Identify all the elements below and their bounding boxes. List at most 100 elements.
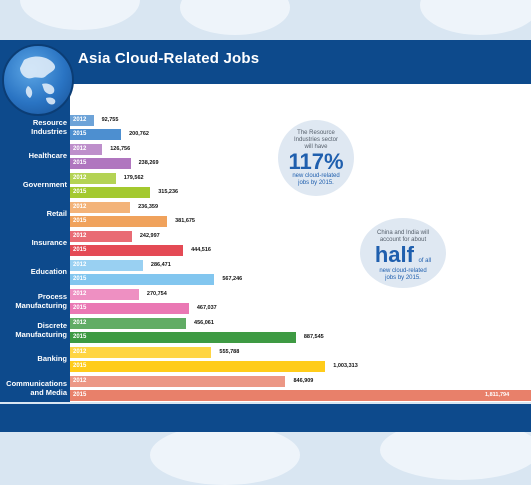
bar-year-label: 2015 <box>73 276 87 282</box>
category-label-line: Resource <box>32 118 67 127</box>
bar-year-label: 2015 <box>73 131 87 137</box>
bar-value-label: 286,471 <box>150 262 171 268</box>
globe-icon <box>2 44 74 116</box>
bar-2012: 2012 <box>70 202 131 213</box>
annotation-text: jobs by 2015. <box>298 180 334 186</box>
bar-value-label: 126,756 <box>110 146 131 152</box>
bar-year-label: 2015 <box>73 363 87 369</box>
background-cloud <box>150 425 300 485</box>
category-label: Government <box>0 181 67 190</box>
bar-year-label: 2012 <box>73 117 87 123</box>
bar-2015: 2015 <box>70 390 531 401</box>
category-label: Communications and Media <box>0 379 67 397</box>
annotation-highlight: 117% <box>288 149 344 174</box>
category-label: Discrete Manufacturing <box>0 321 67 339</box>
annotation-bubble-china-india: China and India will account for about h… <box>360 218 446 288</box>
bar-value-label: 381,675 <box>175 218 195 224</box>
category-label-line: Retail <box>46 209 67 219</box>
bar-2012: 2012 <box>70 115 94 126</box>
category-label: Process Manufacturing <box>0 292 67 310</box>
bar-2015: 2015 <box>70 187 151 198</box>
category-label: Insurance <box>0 239 67 248</box>
category-label: Education <box>0 268 67 277</box>
bar-value-label: 846,909 <box>293 378 314 384</box>
annotation-text: new cloud-related <box>379 268 427 274</box>
bar-2012: 2012 <box>70 144 103 155</box>
bar-value-label: 315,236 <box>158 189 179 195</box>
bar-year-label: 2015 <box>73 392 87 398</box>
bar-2015: 2015 <box>70 303 189 314</box>
bar-year-label: 2015 <box>73 305 87 311</box>
bar-value-label: 200,762 <box>129 131 149 137</box>
background-cloud <box>180 0 290 35</box>
bar-2012: 2012 <box>70 231 132 242</box>
bar-year-label: 2012 <box>73 262 87 268</box>
category-label-line: Manufacturing <box>15 329 67 339</box>
category-label-line: and Media <box>30 387 67 397</box>
bar-2015: 2015 <box>70 274 215 285</box>
bar-value-label: 179,562 <box>123 175 144 181</box>
annotation-text: account for about <box>379 237 427 243</box>
bar-year-label: 2012 <box>73 233 87 239</box>
category-label-line: Manufacturing <box>15 300 67 310</box>
bar-year-label: 2015 <box>73 189 87 195</box>
bar-2012: 2012 <box>70 289 139 300</box>
category-label-line: Education <box>30 267 67 277</box>
bar-year-label: 2012 <box>73 320 87 326</box>
bar-year-label: 2012 <box>73 378 87 384</box>
bar-value-label: 555,788 <box>219 349 240 355</box>
category-label: Banking <box>0 355 67 364</box>
bar-2012: 2012 <box>70 173 116 184</box>
footer-band <box>0 404 531 432</box>
category-label-line: Banking <box>37 354 67 364</box>
category-label-line: Insurance <box>31 238 67 248</box>
annotation-text: Industries sector <box>293 137 339 143</box>
category-label-line: Government <box>22 180 67 190</box>
category-label-line: Healthcare <box>28 151 67 161</box>
category-label: Retail <box>0 210 67 219</box>
bar-2015: 2015 <box>70 361 326 372</box>
bar-year-label: 2012 <box>73 204 87 210</box>
bar-2012: 2012 <box>70 376 286 387</box>
bar-year-label: 2012 <box>73 175 87 181</box>
annotation-text: China and India will <box>376 230 430 236</box>
bar-value-label: 567,246 <box>222 276 243 282</box>
bar-value-label: 444,516 <box>191 247 211 253</box>
category-label: Healthcare <box>0 152 67 161</box>
category-label: Resource Industries <box>0 118 67 136</box>
bar-year-label: 2012 <box>73 146 87 152</box>
bar-year-label: 2012 <box>73 291 87 297</box>
bar-2012: 2012 <box>70 347 212 358</box>
annotation-bubble-resource: The Resource Industries sector will have… <box>278 120 354 196</box>
bar-year-label: 2015 <box>73 247 87 253</box>
bar-value-label: 456,061 <box>194 320 214 326</box>
bar-2015: 2015 <box>70 245 184 256</box>
annotation-text: new cloud-related <box>292 173 340 179</box>
bar-value-label: 92,755 <box>101 117 119 123</box>
bar-2015: 2015 <box>70 332 296 343</box>
bar-year-label: 2012 <box>73 349 87 355</box>
bar-year-label: 2015 <box>73 218 87 224</box>
category-label-line: Industries <box>31 126 67 136</box>
bar-year-label: 2015 <box>73 160 87 166</box>
annotation-text: of all <box>418 258 432 264</box>
bar-value-label: 887,545 <box>303 334 324 340</box>
bar-2012: 2012 <box>70 318 187 329</box>
annotation-highlight: half <box>374 242 414 267</box>
annotation-text: The Resource <box>297 130 335 136</box>
category-sidebar <box>0 84 70 402</box>
category-label-line: Process <box>37 292 67 301</box>
background-cloud <box>420 0 531 35</box>
bar-2015: 2015 <box>70 129 122 140</box>
bar-value-label: 1,003,313 <box>333 363 358 369</box>
bar-value-label: 242,997 <box>139 233 160 239</box>
chart-title: Asia Cloud-Related Jobs <box>78 50 260 67</box>
bar-2012: 2012 <box>70 260 143 271</box>
bar-value-label: 236,359 <box>138 204 159 210</box>
bar-value-label: 1,811,794 <box>485 392 510 398</box>
category-label-line: Communications <box>6 379 67 388</box>
title-band <box>0 40 531 84</box>
annotation-text: jobs by 2015. <box>385 275 421 281</box>
bar-2015: 2015 <box>70 216 168 227</box>
bar-value-label: 238,269 <box>138 160 159 166</box>
